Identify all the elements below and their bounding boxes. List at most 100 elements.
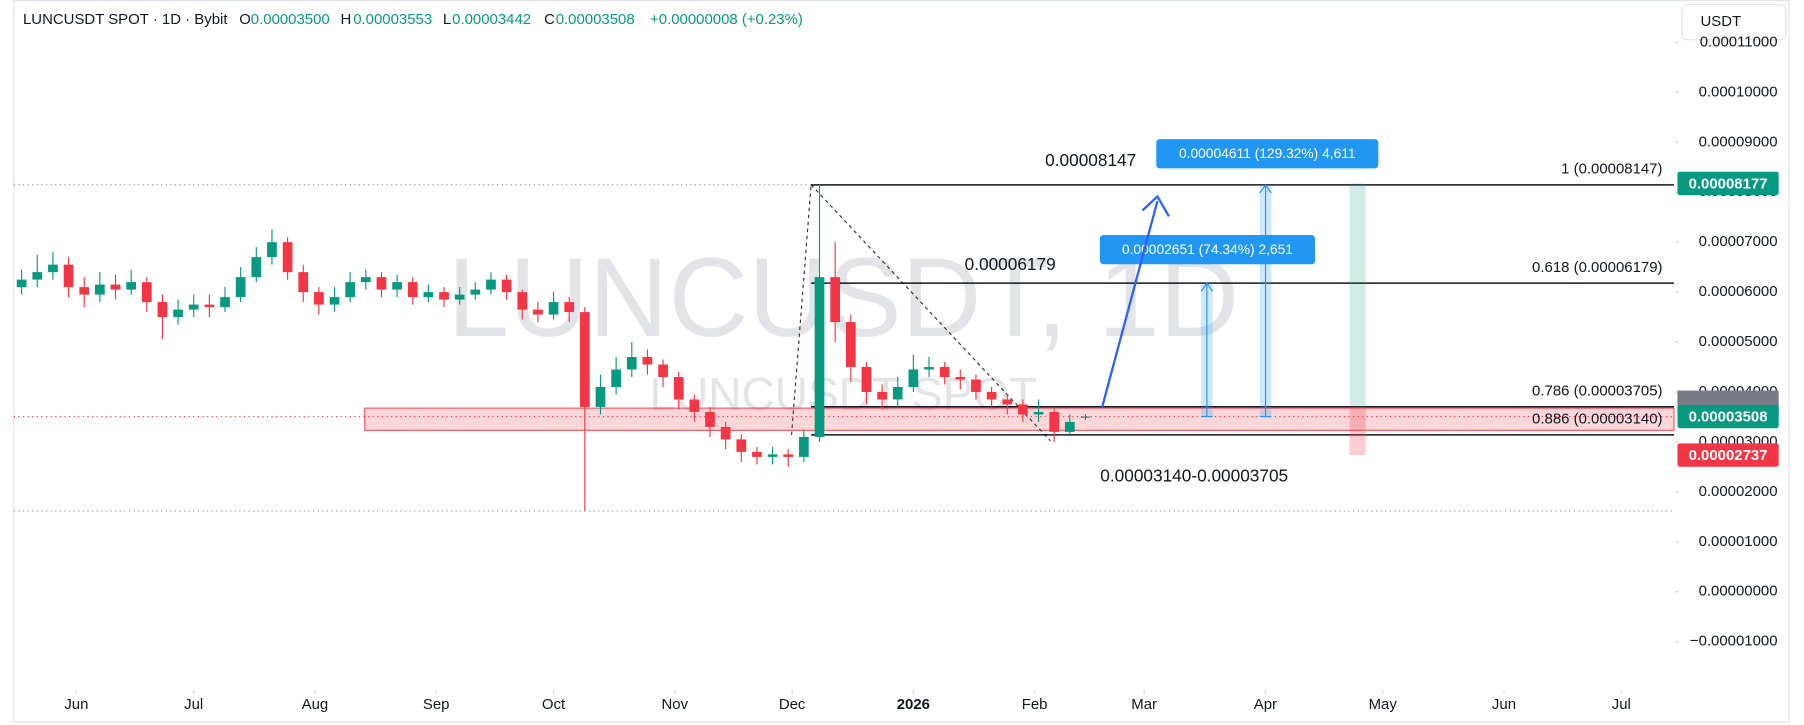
candle-body — [298, 272, 309, 293]
price-tag-label: 0.00008177 — [1689, 175, 1768, 192]
candle-body — [752, 451, 762, 457]
projection-arrow — [1101, 200, 1159, 408]
candle-body — [814, 277, 825, 437]
h-value: 0.00003553 — [353, 11, 432, 28]
candle-body — [141, 282, 152, 303]
callout-box — [1099, 235, 1316, 265]
fib-label: 0.886 (0.00003140) — [1532, 411, 1662, 428]
y-tick-label: 0.00009000 — [1699, 133, 1778, 150]
callout-box — [1156, 139, 1379, 169]
change: +0.00000008 (+0.23%) — [650, 11, 803, 28]
candle-body — [439, 292, 449, 300]
candle-body — [95, 284, 105, 295]
measure-arrow — [1200, 282, 1214, 292]
c-label: C — [544, 11, 555, 28]
candle-body — [736, 439, 747, 452]
fib-label: 0.786 (0.00003705) — [1532, 382, 1662, 399]
candle-body — [1080, 416, 1091, 418]
candle-body — [673, 376, 684, 400]
x-tick-label: Jun — [64, 696, 88, 713]
h-label: H — [341, 11, 352, 28]
y-tick-label: 0.00011000 — [1700, 33, 1778, 50]
price-tag-label: 0.00002737 — [1689, 447, 1768, 464]
y-tick-label: 0.00010000 — [1699, 83, 1778, 100]
x-tick-label: Sep — [423, 696, 450, 713]
annotation: 0.00008147 — [1045, 150, 1136, 170]
candle-body — [16, 279, 27, 288]
callout-text: 0.00002651 (74.34%) 2,651 — [1122, 241, 1293, 257]
x-tick-label: Nov — [662, 696, 689, 713]
candle-body — [282, 242, 293, 273]
y-tick-label: 0.00005000 — [1699, 333, 1778, 350]
candle-body — [267, 242, 277, 258]
candle-body — [204, 304, 215, 308]
candle-body — [861, 367, 872, 392]
candle-body — [188, 304, 199, 310]
candle-body — [423, 292, 434, 298]
candle-body — [783, 454, 794, 457]
x-tick-label: Jul — [184, 696, 203, 713]
candle-body — [126, 282, 136, 290]
candle-body — [501, 279, 512, 293]
measure-arrow — [1259, 183, 1272, 194]
candle-body — [173, 309, 183, 318]
candle-body — [564, 302, 575, 313]
watermark-subtitle: LUNCUSDT SPOT — [650, 368, 1038, 420]
candle-body — [924, 367, 934, 370]
x-tick-label: Jul — [1612, 696, 1631, 713]
y-tick-label: 0.00006000 — [1699, 283, 1778, 300]
candle-body — [986, 391, 997, 400]
candle-body — [79, 287, 90, 295]
candle-body — [642, 357, 653, 365]
y-tick-label: 0.00000000 — [1699, 583, 1778, 600]
x-tick-label: May — [1369, 696, 1398, 713]
currency[interactable]: USDT — [1700, 13, 1741, 30]
y-tick-label: 0.00007000 — [1699, 233, 1778, 250]
candle-body — [658, 364, 668, 377]
x-tick-label: Aug — [302, 696, 329, 713]
c-value: 0.00003508 — [556, 11, 635, 28]
symbol: LUNCUSDT SPOT · 1D · Bybit — [23, 11, 228, 28]
candle-body — [689, 399, 700, 412]
candle-body — [110, 284, 121, 290]
candle-body — [892, 386, 903, 400]
candle-body — [392, 282, 402, 290]
o-label: O — [239, 11, 251, 28]
callout-text: 0.00004611 (129.32%) 4,611 — [1179, 145, 1356, 161]
candle-body — [955, 376, 966, 380]
l-value: 0.00003442 — [452, 11, 531, 28]
fib-label: 0.618 (0.00006179) — [1532, 259, 1662, 276]
arrow-head — [1141, 194, 1170, 217]
target-zone — [1349, 183, 1366, 407]
candle-body — [454, 294, 465, 300]
y-tick-label: −0.00001000 — [1690, 633, 1778, 650]
currency-button[interactable] — [1681, 4, 1787, 41]
candle-body — [63, 264, 74, 288]
candle-body — [1018, 404, 1028, 415]
candle-body — [845, 322, 856, 368]
annotation: 0.00003140-0.00003705 — [1100, 466, 1288, 486]
candle-body — [220, 297, 230, 308]
price-tag — [1677, 443, 1779, 467]
candle-body — [548, 302, 559, 315]
o-value: 0.00003500 — [251, 11, 330, 28]
l-label: L — [443, 11, 451, 28]
x-tick-label: Apr — [1254, 696, 1277, 713]
candle-body — [48, 264, 58, 273]
candle-body — [626, 357, 637, 370]
candle-body — [329, 297, 340, 305]
candle-body — [799, 436, 809, 457]
price-tag — [1677, 171, 1779, 196]
x-tick-label: 2026 — [897, 696, 930, 713]
x-tick-label: Feb — [1022, 696, 1048, 713]
trend-line — [810, 184, 1051, 442]
candle-body — [1002, 399, 1013, 405]
candle-body — [720, 426, 731, 440]
candle-body — [251, 257, 262, 278]
candle-body — [486, 279, 496, 290]
candle-body — [517, 292, 528, 310]
candle-body — [939, 367, 950, 377]
annotations: 1 (0.00008147) 0.618 (0.00006179) 0.786 (0… — [13, 139, 1674, 486]
